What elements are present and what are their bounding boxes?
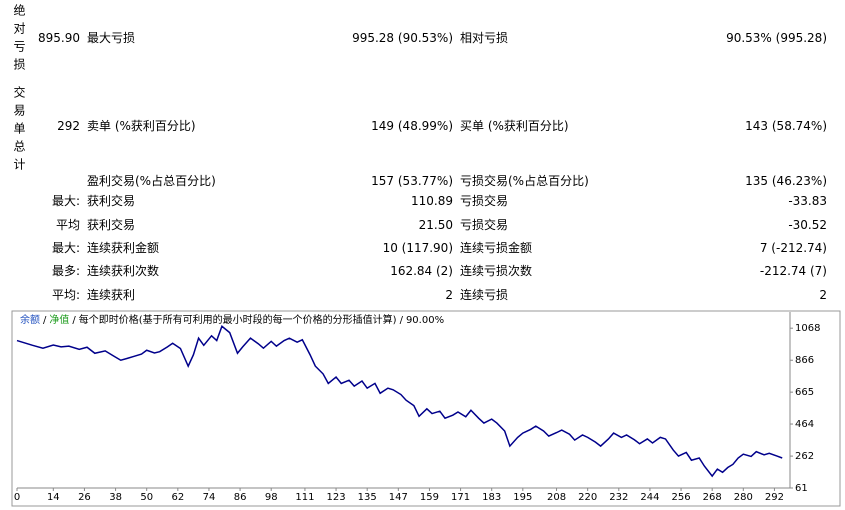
x-tick-label: 220 [578, 492, 597, 503]
label: 卖单 (%获利百分比) [87, 119, 196, 133]
label: 连续亏损 [460, 288, 509, 302]
x-tick-label: 26 [78, 492, 91, 503]
legend-item: 90.00% [406, 315, 444, 326]
value: 2 [445, 288, 453, 302]
x-tick-label: 159 [420, 492, 439, 503]
label: 亏损交易(%占总百分比) [460, 174, 589, 188]
x-tick-label: 111 [295, 492, 314, 503]
label: 亏损交易 [460, 194, 509, 208]
x-tick-label: 183 [482, 492, 501, 503]
legend-item: 净值 [49, 313, 69, 326]
label: 连续获利次数 [87, 264, 160, 278]
x-tick-label: 50 [140, 492, 153, 503]
legend-item: / [43, 315, 47, 326]
label: 连续亏损次数 [460, 264, 533, 278]
value: 90.53% (995.28) [726, 31, 827, 45]
label: 最大亏损 [87, 31, 136, 45]
x-tick-label: 232 [609, 492, 628, 503]
label: 盈利交易(%占总百分比) [87, 174, 216, 188]
y-tick-label: 1068 [795, 323, 820, 334]
lead: 平均 [55, 218, 80, 232]
label: 获利交易 [87, 218, 136, 232]
y-tick-label: 262 [795, 451, 814, 462]
lead: 最多: [51, 264, 80, 278]
x-tick-label: 256 [672, 492, 691, 503]
value: 2 [819, 288, 827, 302]
equity-line [16, 325, 783, 478]
lead: 平均: [51, 288, 80, 302]
value: 10 (117.90) [382, 241, 453, 255]
x-tick-label: 135 [358, 492, 377, 503]
value: 110.89 [411, 194, 453, 208]
value: 162.84 (2) [390, 264, 453, 278]
x-tick-label: 98 [265, 492, 278, 503]
y-tick-label: 464 [795, 419, 814, 430]
value: -30.52 [788, 218, 827, 232]
lead: 最大: [51, 194, 80, 208]
group-label: 绝对亏损 [12, 4, 26, 76]
x-tick-label: 86 [234, 492, 247, 503]
label: 连续获利 [87, 288, 136, 302]
x-tick-label: 244 [640, 492, 659, 503]
value: -33.83 [788, 194, 827, 208]
x-tick-label: 208 [547, 492, 566, 503]
x-tick-label: 38 [109, 492, 122, 503]
x-tick-label: 62 [171, 492, 184, 503]
x-tick-label: 171 [451, 492, 470, 503]
label: 获利交易 [87, 194, 136, 208]
x-tick-label: 292 [765, 492, 784, 503]
legend-item: 每个即时价格(基于所有可利用的最小时段的每一个价格的分形插值计算) [79, 313, 397, 326]
label: 相对亏损 [460, 31, 509, 45]
x-tick-label: 147 [389, 492, 408, 503]
value: 149 (48.99%) [371, 119, 453, 133]
lead: 895.90 [38, 31, 80, 45]
label: 连续获利金额 [87, 241, 160, 255]
x-tick-label: 14 [47, 492, 60, 503]
label: 买单 (%获利百分比) [460, 119, 569, 133]
legend-item: 余额 [20, 313, 40, 326]
lead: 292 [57, 119, 80, 133]
y-tick-label: 866 [795, 355, 814, 366]
lead: 最大: [51, 241, 80, 255]
y-tick-label: 665 [795, 387, 814, 398]
value: 21.50 [418, 218, 453, 232]
legend: 余额 / 净值 / 每个即时价格(基于所有可利用的最小时段的每一个价格的分形插值计算) /… [20, 313, 444, 326]
x-tick-label: 0 [14, 492, 20, 503]
chart-frame [11, 310, 841, 507]
label: 亏损交易 [460, 218, 509, 232]
value: 135 (46.23%) [745, 174, 827, 188]
legend-item: / [72, 315, 76, 326]
value: 157 (53.77%) [371, 174, 453, 188]
value: 143 (58.74%) [745, 119, 827, 133]
label: 连续亏损金额 [460, 241, 533, 255]
group-label: 交易单总计 [12, 86, 26, 176]
y-tick-label: 61 [795, 483, 808, 494]
value: 995.28 (90.53%) [352, 31, 453, 45]
value: 7 (-212.74) [759, 241, 827, 255]
x-tick-label: 195 [513, 492, 532, 503]
legend-item: / [400, 315, 404, 326]
x-tick-label: 74 [203, 492, 216, 503]
x-tick-label: 268 [703, 492, 722, 503]
x-tick-label: 123 [327, 492, 346, 503]
value: -212.74 (7) [759, 264, 827, 278]
x-tick-label: 280 [734, 492, 753, 503]
